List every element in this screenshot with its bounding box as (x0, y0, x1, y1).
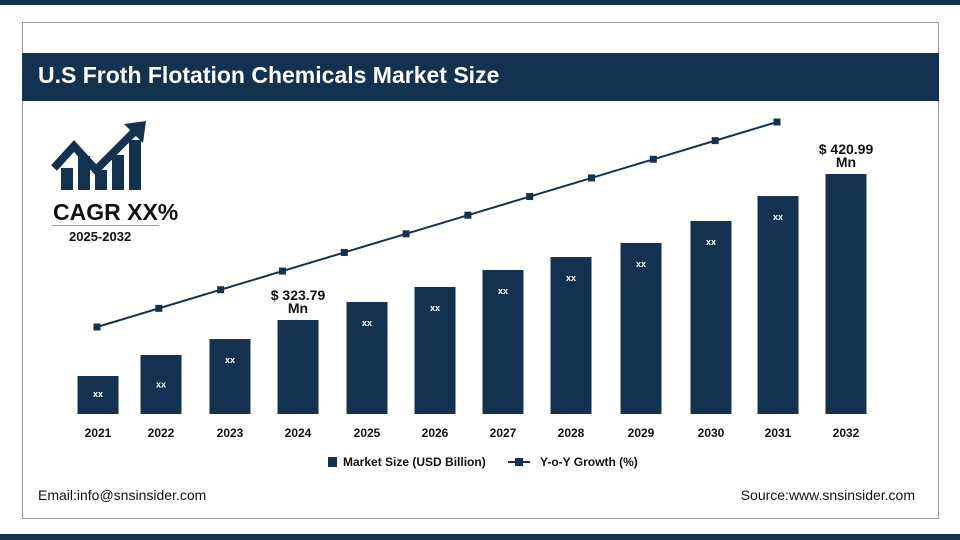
growth-point-2030 (649, 155, 657, 163)
annotation-unit-2024: Mn (288, 300, 308, 316)
bar-2030 (690, 220, 732, 414)
bar-label-2025: xx (362, 318, 372, 328)
x-tick-2027: 2027 (490, 426, 517, 440)
footer-source: Source:www.snsinsider.com (740, 487, 915, 503)
cagr-label: CAGR XX% (53, 199, 179, 225)
bottom-stripe (0, 534, 960, 540)
x-tick-2026: 2026 (422, 426, 449, 440)
bar-2031 (757, 196, 799, 414)
bar-label-2028: xx (566, 273, 576, 283)
growth-point-2031 (711, 137, 719, 145)
top-stripe (0, 0, 960, 5)
page-title: U.S Froth Flotation Chemicals Market Siz… (38, 62, 500, 88)
bar-2021 (77, 376, 119, 414)
growth-point-2026 (402, 230, 410, 238)
x-tick-2029: 2029 (628, 426, 655, 440)
x-tick-2030: 2030 (698, 426, 725, 440)
growth-point-2021 (93, 323, 101, 331)
bar-label-2031: xx (773, 212, 783, 222)
x-tick-2028: 2028 (558, 426, 585, 440)
x-tick-2025: 2025 (354, 426, 381, 440)
legend-line-label: Y-o-Y Growth (%) (540, 455, 638, 469)
bar-2024 (277, 319, 319, 414)
bar-2025 (346, 301, 388, 414)
bar-2026 (414, 286, 456, 414)
bar-2022 (140, 354, 182, 414)
growth-point-2029 (588, 174, 596, 182)
legend-bar-label: Market Size (USD Billion) (343, 455, 486, 469)
legend-bar-swatch (328, 457, 337, 467)
x-tick-2032: 2032 (833, 426, 860, 440)
bar-2023 (209, 339, 251, 414)
title-bar (22, 53, 939, 101)
x-tick-2021: 2021 (85, 426, 112, 440)
growth-point-2025 (340, 248, 348, 256)
legend-line-marker (515, 458, 523, 466)
bar-label-2021: xx (93, 389, 103, 399)
x-tick-2023: 2023 (217, 426, 244, 440)
bar-label-2027: xx (498, 286, 508, 296)
growth-point-2023 (217, 286, 225, 294)
bar-2027 (482, 269, 524, 414)
footer-email: Email:info@snsinsider.com (38, 487, 207, 503)
bar-label-2022: xx (156, 379, 166, 389)
growth-point-2024 (278, 267, 286, 275)
cagr-period: 2025-2032 (69, 229, 132, 244)
frame (22, 22, 939, 519)
annotation-value-2032: $ 420.99 (819, 141, 874, 157)
annotation-value-2024: $ 323.79 (271, 287, 326, 303)
x-tick-2022: 2022 (148, 426, 175, 440)
growth-point-2032 (773, 118, 781, 126)
annotation-unit-2032: Mn (836, 154, 856, 170)
cagr-divider (52, 225, 159, 226)
bar-label-2030: xx (706, 237, 716, 247)
bar-label-2026: xx (430, 303, 440, 313)
growth-point-2028 (526, 193, 534, 201)
x-tick-2024: 2024 (285, 426, 312, 440)
growth-point-2027 (464, 211, 472, 219)
growth-line (96, 121, 778, 328)
bar-2028 (550, 257, 592, 414)
bar-2029 (620, 242, 662, 414)
bar-label-2029: xx (636, 259, 646, 269)
growth-point-2022 (155, 304, 163, 312)
bar-label-2023: xx (225, 355, 235, 365)
bar-2032 (825, 174, 867, 414)
x-tick-2031: 2031 (765, 426, 792, 440)
